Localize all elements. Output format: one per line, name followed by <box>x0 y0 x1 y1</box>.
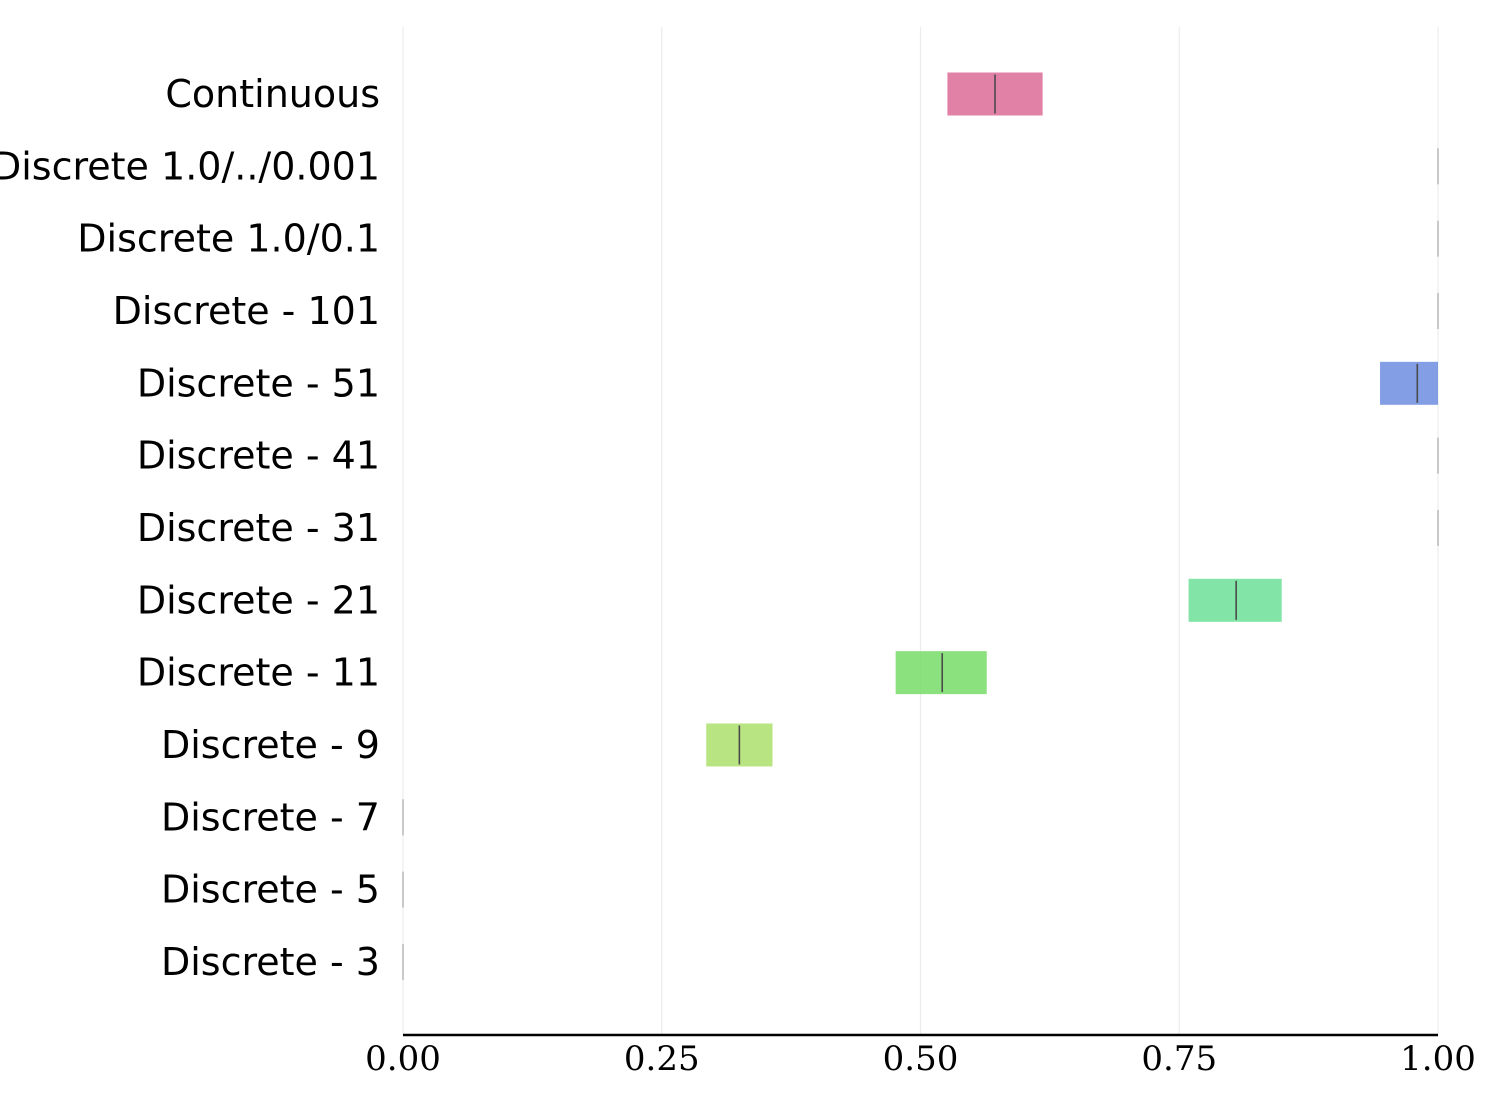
category-label: Discrete 1.0/0.1 <box>77 217 380 261</box>
category-labels: Continuous Discrete 1.0/../0.001 Discrete … <box>0 72 380 984</box>
category-label: Discrete 1.0/../0.001 <box>0 144 380 188</box>
category-label: Discrete - 101 <box>113 289 380 333</box>
box-discrete-51 <box>1380 361 1438 405</box>
category-label: Discrete - 11 <box>137 651 380 695</box>
category-label: Discrete - 3 <box>161 940 380 984</box>
grid-layer <box>402 27 1439 1035</box>
x-tick-label: 0.00 <box>365 1039 441 1079</box>
category-label: Discrete - 51 <box>137 361 380 405</box>
category-label: Discrete - 31 <box>137 506 380 550</box>
x-axis: 0.00 0.25 0.50 0.75 1.00 <box>365 1033 1476 1079</box>
category-label: Discrete - 41 <box>137 434 380 478</box>
x-tick-label: 0.50 <box>883 1039 959 1079</box>
box-discrete-21 <box>1188 578 1282 622</box>
category-label: Continuous <box>165 72 380 116</box>
box-discrete-11 <box>895 651 987 695</box>
x-tick-label: 0.25 <box>624 1039 700 1079</box>
category-label: Discrete - 7 <box>161 795 380 839</box>
x-tick-label: 1.00 <box>1400 1039 1476 1079</box>
category-label: Discrete - 9 <box>161 723 380 767</box>
category-label: Discrete - 21 <box>137 578 380 622</box>
x-tick-label: 0.75 <box>1141 1039 1217 1079</box>
category-label: Discrete - 5 <box>161 868 380 912</box>
boxes-layer <box>402 72 1439 980</box>
